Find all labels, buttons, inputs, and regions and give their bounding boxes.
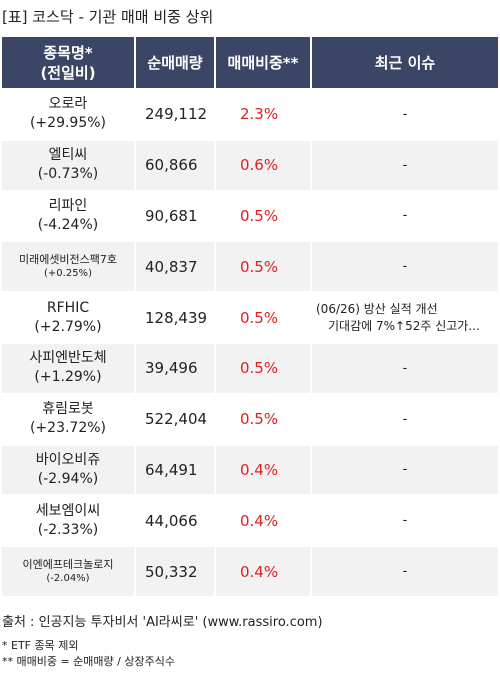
page-title: [표] 코스닥 - 기관 매매 비중 상위 xyxy=(2,8,214,26)
trading-ratio: 2.3% xyxy=(216,88,312,139)
source-note: 출처 : 인공지능 투자비서 'AI라씨로' (www.rassiro.com) xyxy=(2,615,323,630)
table-header-row: 종목명* (전일비) 순매매량 매매비중** 최근 이슈 xyxy=(2,37,498,88)
stock-name-cell: 이엔에프테크놀로지 (-2.04%) xyxy=(2,545,136,596)
institution-trading-table: 종목명* (전일비) 순매매량 매매비중** 최근 이슈 오로라 (+29.95%… xyxy=(2,37,498,596)
net-volume: 60,866 xyxy=(136,138,216,190)
recent-issue: - xyxy=(312,88,498,139)
stock-name-cell: 오로라 (+29.95%) xyxy=(2,88,136,139)
stock-change: (-2.94%) xyxy=(37,470,99,487)
issue-line-1[interactable]: (06/26) 방산 실적 개선 xyxy=(316,301,438,316)
recent-issue: - xyxy=(312,545,498,596)
stock-name: 미래에셋비전스팩7호 xyxy=(18,253,118,267)
table-row: 리파인 (-4.24%) 90,681 0.5% - xyxy=(2,189,498,241)
trading-ratio: 0.5% xyxy=(216,341,312,393)
stock-name: 리파인 xyxy=(48,197,88,214)
recent-issue: - xyxy=(312,392,498,444)
table-row: 미래에셋비전스팩7호 (+0.25%) 40,837 0.5% - xyxy=(2,240,498,292)
trading-ratio: 0.5% xyxy=(216,240,312,292)
stock-name: 세보엠이씨 xyxy=(35,502,101,519)
stock-name-cell: 휴림로봇 (+23.72%) xyxy=(2,392,136,444)
recent-issue: - xyxy=(312,494,498,546)
net-volume: 50,332 xyxy=(136,545,216,596)
trading-ratio: 0.4% xyxy=(216,545,312,596)
stock-name-cell: 사피엔반도체 (+1.29%) xyxy=(2,341,136,393)
stock-name: 오로라 xyxy=(48,96,88,113)
stock-name: 바이오비쥬 xyxy=(35,451,101,468)
trading-ratio: 0.5% xyxy=(216,291,312,342)
trading-ratio: 0.5% xyxy=(216,189,312,241)
stock-change: (+1.29%) xyxy=(34,369,102,386)
table-row: 오로라 (+29.95%) 249,112 2.3% - xyxy=(2,88,498,139)
table-row: 엘티씨 (-0.73%) 60,866 0.6% - xyxy=(2,138,498,190)
stock-name: 엘티씨 xyxy=(48,147,88,164)
table-row: 이엔에프테크놀로지 (-2.04%) 50,332 0.4% - xyxy=(2,545,498,596)
header-volume: 순매매량 xyxy=(136,37,216,88)
recent-issue: - xyxy=(312,443,498,495)
stock-name-cell: 미래에셋비전스팩7호 (+0.25%) xyxy=(2,240,136,292)
stock-name-cell: 세보엠이씨 (-2.33%) xyxy=(2,494,136,546)
stock-name: 사피엔반도체 xyxy=(29,350,107,367)
stock-change: (+0.25%) xyxy=(44,268,92,280)
net-volume: 64,491 xyxy=(136,443,216,495)
table-row: 사피엔반도체 (+1.29%) 39,496 0.5% - xyxy=(2,341,498,393)
trading-ratio: 0.6% xyxy=(216,138,312,190)
stock-change: (+29.95%) xyxy=(29,115,107,132)
net-volume: 249,112 xyxy=(136,88,216,139)
stock-change: (-2.33%) xyxy=(37,521,99,538)
net-volume: 40,837 xyxy=(136,240,216,292)
stock-name-cell: 엘티씨 (-0.73%) xyxy=(2,138,136,190)
recent-issue: - xyxy=(312,240,498,292)
net-volume: 522,404 xyxy=(136,392,216,444)
recent-issue: - xyxy=(312,341,498,393)
stock-change: (-4.24%) xyxy=(37,216,99,233)
stock-name-cell: 바이오비쥬 (-2.94%) xyxy=(2,443,136,495)
header-ratio: 매매비중** xyxy=(216,37,312,88)
recent-issue-link[interactable]: (06/26) 방산 실적 개선 기대감에 7%↑52주 신고가... xyxy=(312,291,498,342)
stock-change: (-2.04%) xyxy=(46,573,90,585)
trading-ratio: 0.4% xyxy=(216,443,312,495)
stock-name: 이엔에프테크놀로지 xyxy=(22,558,114,572)
net-volume: 39,496 xyxy=(136,341,216,393)
stock-name: 휴림로봇 xyxy=(42,401,94,418)
stock-name: RFHIC xyxy=(46,299,90,316)
table-row: 세보엠이씨 (-2.33%) 44,066 0.4% - xyxy=(2,494,498,546)
trading-ratio: 0.4% xyxy=(216,494,312,546)
stock-change: (-0.73%) xyxy=(37,166,99,183)
stock-name-cell: RFHIC (+2.79%) xyxy=(2,291,136,342)
stock-change: (+2.79%) xyxy=(34,318,102,335)
footnote-etf: * ETF 종목 제외 xyxy=(2,639,79,652)
stock-change: (+23.72%) xyxy=(29,420,107,437)
issue-line-2[interactable]: 기대감에 7%↑52주 신고가... xyxy=(328,318,480,333)
header-issue: 최근 이슈 xyxy=(312,37,498,88)
table-row: 바이오비쥬 (-2.94%) 64,491 0.4% - xyxy=(2,443,498,495)
recent-issue: - xyxy=(312,138,498,190)
table-row: RFHIC (+2.79%) 128,439 0.5% (06/26) 방산 실적… xyxy=(2,291,498,342)
net-volume: 44,066 xyxy=(136,494,216,546)
stock-name-cell: 리파인 (-4.24%) xyxy=(2,189,136,241)
trading-ratio: 0.5% xyxy=(216,392,312,444)
net-volume: 128,439 xyxy=(136,291,216,342)
footnote-ratio: ** 매매비중 = 순매매량 / 상장주식수 xyxy=(2,655,175,668)
recent-issue: - xyxy=(312,189,498,241)
header-name: 종목명* (전일비) xyxy=(2,37,136,88)
table-row: 휴림로봇 (+23.72%) 522,404 0.5% - xyxy=(2,392,498,444)
net-volume: 90,681 xyxy=(136,189,216,241)
